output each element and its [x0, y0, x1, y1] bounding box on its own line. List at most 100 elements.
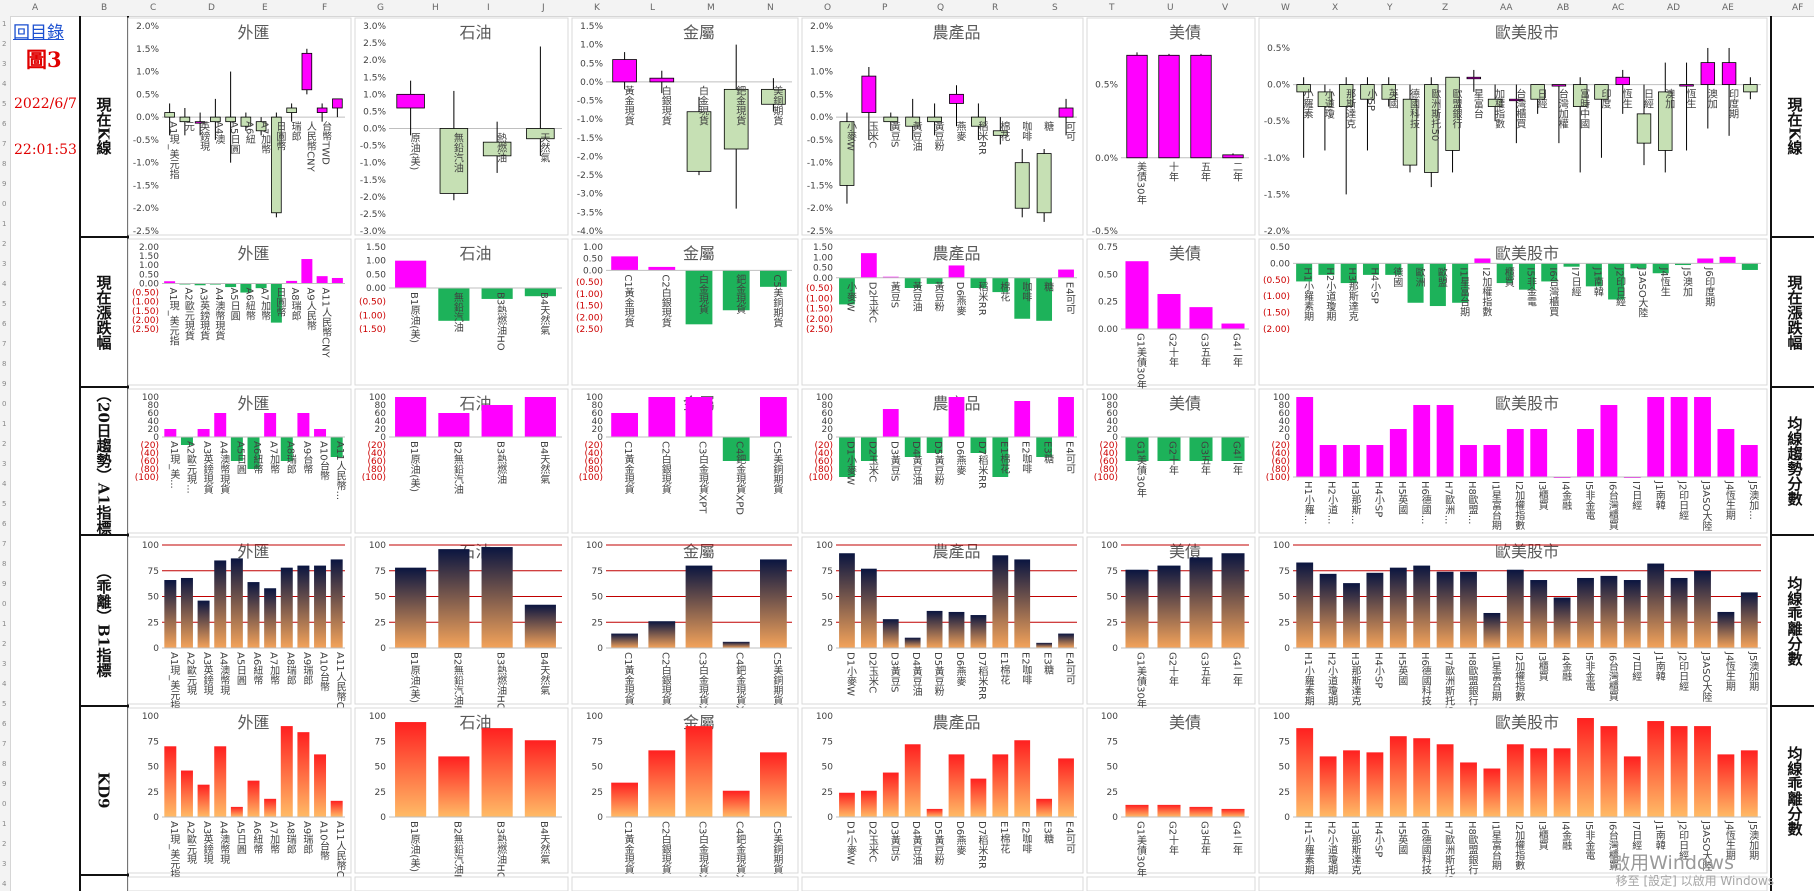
x-tick-label: 元 — [182, 121, 194, 131]
bar — [970, 615, 987, 648]
bar — [230, 806, 243, 817]
bar — [1221, 808, 1245, 817]
x-tick-label: E2咖啡 — [1020, 652, 1032, 685]
y-tick-label: (1.00) — [132, 298, 159, 308]
bar — [209, 283, 221, 285]
y-tick-label: 0.00 — [1098, 325, 1118, 335]
bar — [722, 437, 750, 461]
bar — [1058, 397, 1074, 437]
x-tick-label: A5日圓 — [234, 441, 246, 475]
column-letter: Q — [937, 3, 945, 13]
y-tick-label: (80) — [141, 465, 159, 475]
x-tick-label: G4二年 — [1231, 652, 1243, 687]
row-number: 1 — [2, 620, 7, 628]
y-tick-label: 75 — [1107, 737, 1118, 747]
x-tick-label: J2印日經 — [1677, 651, 1689, 691]
back-to-index-link[interactable]: 回目錄 — [13, 23, 64, 43]
x-tick-label: D7稻米RR — [976, 652, 988, 700]
x-tick-label: I6台灣櫃買 — [1606, 652, 1618, 702]
x-tick-label: A3英鎊現 — [201, 652, 213, 696]
bar — [1585, 263, 1602, 287]
x-tick-label: H7歐洲斯托50 — [1443, 821, 1455, 888]
x-tick-label: C1黃金現貨 — [622, 652, 634, 706]
x-tick-label: 台灣加權 — [1556, 87, 1568, 129]
x-tick-label: C3白金現貨XPT — [697, 652, 709, 725]
bar — [1623, 756, 1641, 817]
column-letter: AC — [1612, 3, 1625, 13]
x-tick-label: G3五年 — [1199, 821, 1211, 856]
column-letter: AF — [1792, 3, 1804, 13]
x-tick-label: 鈀金現貨 — [734, 274, 746, 315]
chart-frame — [354, 17, 569, 236]
x-tick-label: H5英國 — [1396, 821, 1408, 856]
x-tick-label: 稻米RR — [976, 121, 988, 155]
x-tick-label: D7稻米RR — [976, 441, 988, 489]
y-tick-label: 0.50 — [1098, 270, 1118, 280]
x-tick-label: D4黃豆油 — [910, 441, 922, 485]
y-tick-label: (1.50) — [359, 325, 386, 335]
x-tick-label: C2白銀現貨 — [659, 652, 671, 706]
bar — [438, 549, 470, 648]
x-tick-label: B1原油(美) — [408, 821, 420, 872]
chart-title: 歐美股市 — [1495, 542, 1559, 561]
x-tick-label: J1南韓 — [1653, 820, 1665, 851]
y-tick-label: (100) — [1266, 473, 1290, 483]
x-tick-label: C5美銅期貨 — [771, 652, 783, 706]
x-tick-label: I6台灣櫃買 — [1606, 821, 1618, 871]
bar — [1483, 445, 1501, 477]
x-tick-label: J5澳加 — [1681, 266, 1693, 296]
y-tick-label: (1.50) — [1263, 309, 1290, 319]
x-tick-label: A10台幣 — [318, 441, 330, 481]
bar — [297, 732, 310, 817]
y-tick-label: 1.0% — [136, 68, 159, 78]
bar — [648, 621, 676, 648]
y-tick-label: 2.0% — [810, 22, 833, 32]
x-tick-label: E2咖啡 — [1020, 821, 1032, 854]
bar — [860, 568, 877, 648]
bar — [240, 283, 252, 293]
y-tick-label: (20) — [141, 441, 159, 451]
y-tick-label: (1.00) — [576, 290, 603, 300]
chart-title: 外匯 — [237, 244, 269, 263]
y-tick-label: 1.0% — [363, 90, 386, 100]
x-tick-label: A8瑞郎 — [284, 441, 296, 475]
bar — [722, 790, 750, 817]
chart-frame — [801, 876, 1084, 891]
x-tick-label: G1美債30年 — [1135, 821, 1147, 879]
divider — [1770, 534, 1814, 536]
bar — [180, 770, 193, 817]
y-tick-label: 80 — [1107, 401, 1119, 411]
column-letter: X — [1332, 3, 1339, 13]
bar — [1221, 437, 1245, 461]
y-tick-label: -1.5% — [1264, 190, 1291, 200]
candle-body — [905, 116, 921, 127]
bar — [164, 580, 177, 648]
x-tick-label: A7加幣 — [268, 652, 280, 686]
x-tick-label: E1棉花 — [998, 821, 1010, 854]
y-tick-label: 0 — [380, 433, 386, 443]
x-tick-label: B2無鉛汽油RB — [451, 652, 463, 719]
chart-frame — [571, 876, 799, 891]
row-label-right: 均線乖離分數 — [1785, 575, 1804, 666]
bar — [314, 565, 327, 648]
y-tick-label: 0.50 — [813, 264, 833, 274]
x-tick-label: 澳加 — [1663, 87, 1675, 108]
bar — [395, 722, 427, 817]
bar — [611, 782, 638, 817]
y-tick-label: 0.0% — [810, 113, 833, 123]
bar — [1483, 768, 1501, 817]
bar — [1413, 565, 1431, 648]
y-tick-label: 1.00 — [583, 243, 603, 253]
x-tick-label: 小道瓊 — [1322, 88, 1334, 118]
x-tick-label: I2加權指數 — [1513, 821, 1525, 871]
x-tick-label: A2歐元現... — [184, 441, 196, 494]
x-tick-label: I1星富台期 — [1489, 652, 1501, 702]
x-tick-label: C1黃金現貨 — [622, 441, 634, 495]
bar — [1436, 571, 1454, 648]
x-tick-label: A8瑞郎 — [289, 287, 301, 321]
bar — [685, 726, 713, 817]
bar — [882, 276, 899, 278]
y-tick-label: 0.0% — [580, 78, 603, 88]
y-tick-label: (20) — [585, 441, 603, 451]
row-number: 9 — [2, 180, 7, 188]
